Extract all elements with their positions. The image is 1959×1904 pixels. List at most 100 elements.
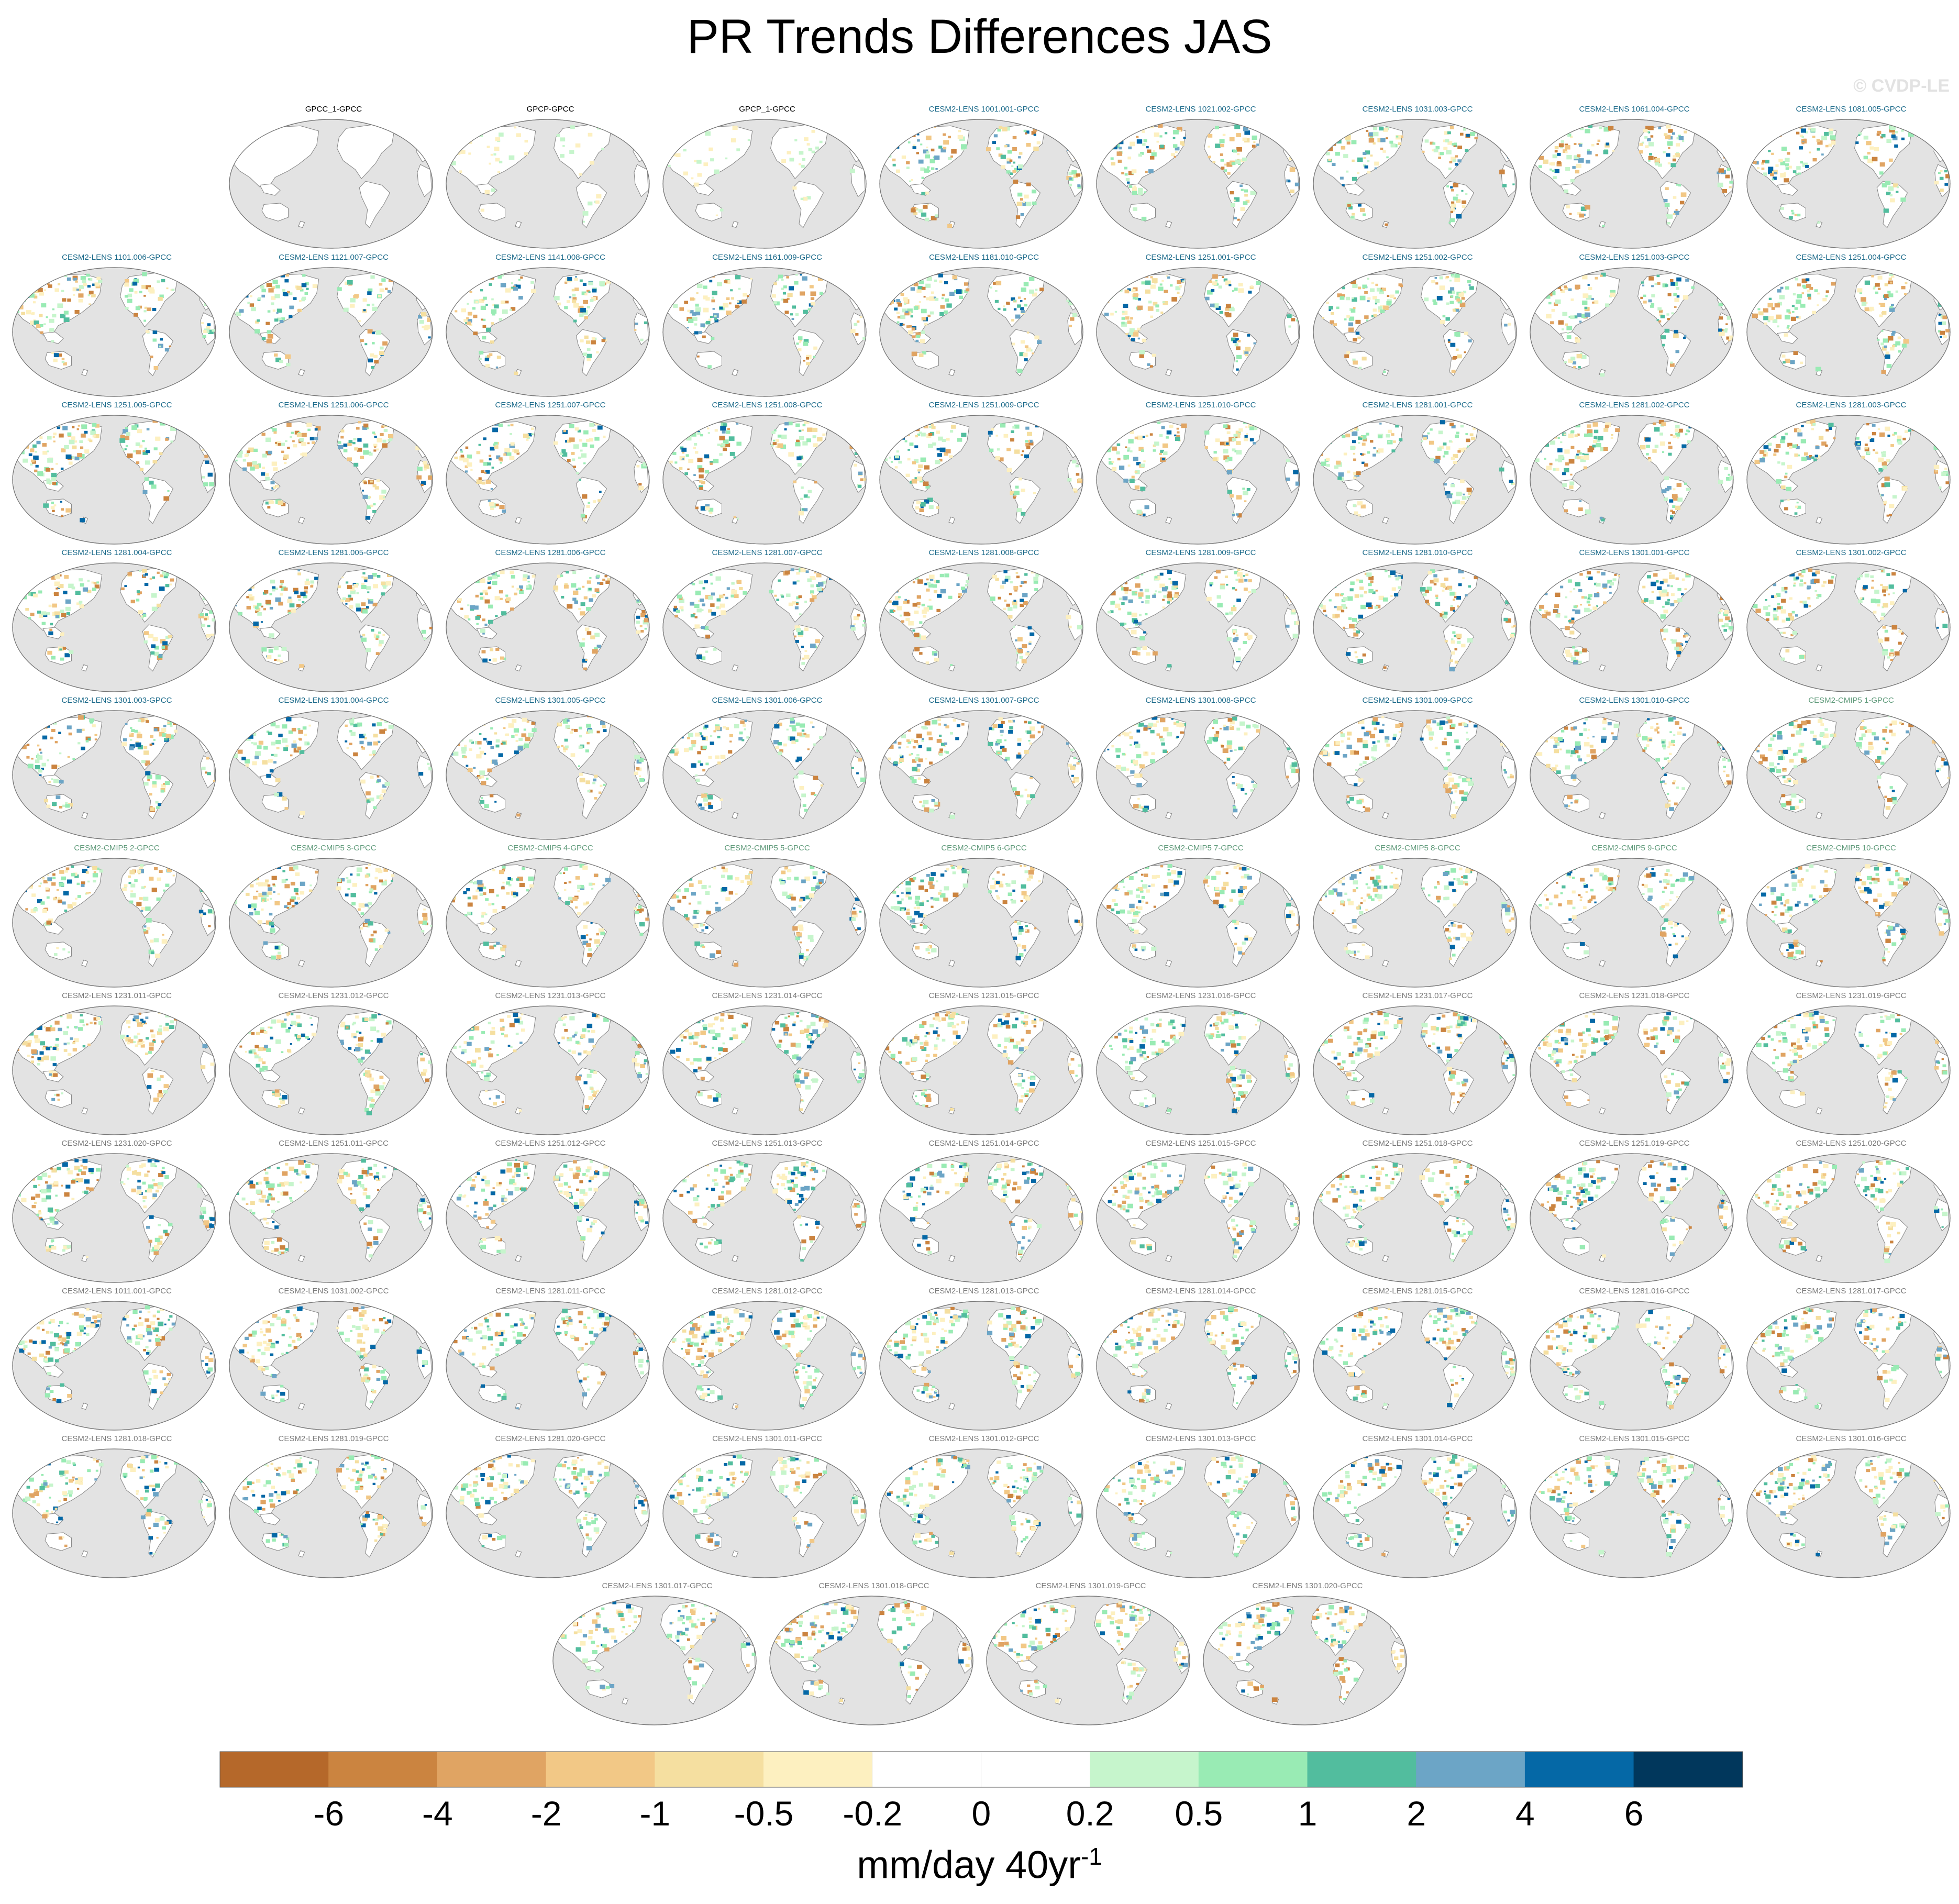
land-layer	[663, 566, 866, 672]
trend-cell	[514, 126, 517, 129]
trend-cell	[1451, 273, 1455, 277]
trend-cell	[710, 158, 714, 162]
trend-cell	[862, 337, 866, 340]
panel-label: CESM2-LENS 1161.009-GPCC	[712, 253, 822, 262]
trend-cell	[916, 335, 921, 338]
trend-cell	[697, 355, 700, 358]
trend-cell	[925, 217, 929, 222]
trend-cell	[124, 436, 130, 440]
trend-cell	[307, 442, 310, 445]
trend-cell	[1539, 585, 1543, 589]
trend-cell	[1235, 430, 1241, 435]
trend-cell	[819, 140, 823, 143]
trend-cell	[1901, 344, 1907, 348]
trend-cell	[918, 209, 923, 213]
trend-cell	[479, 578, 485, 583]
trend-cell	[1434, 459, 1440, 463]
trend-cell	[60, 657, 64, 661]
trend-cell	[926, 204, 929, 206]
trend-cell	[1795, 173, 1798, 175]
trend-cell	[1806, 284, 1811, 288]
trend-cell	[1465, 433, 1468, 436]
trend-cell	[1244, 633, 1248, 636]
trend-cell	[1367, 278, 1369, 280]
trend-cell	[1362, 284, 1367, 289]
trend-cell	[1383, 370, 1386, 373]
trend-cell	[1784, 475, 1788, 479]
trend-cell	[1729, 335, 1733, 340]
trend-cell	[1461, 297, 1465, 300]
trend-cell	[1341, 146, 1346, 150]
trend-cell	[1021, 309, 1025, 313]
trend-cell	[1458, 448, 1464, 452]
trend-cell	[893, 601, 899, 605]
trend-cell	[1025, 202, 1032, 206]
panel-label: CESM2-LENS 1281.001-GPCC	[1362, 401, 1473, 409]
trend-cell	[146, 450, 150, 453]
trend-cell	[799, 339, 802, 341]
trend-cell	[1378, 595, 1384, 600]
trend-cell	[935, 214, 938, 217]
trend-cell	[1391, 449, 1396, 452]
trend-cell	[122, 448, 125, 451]
trend-cell	[499, 590, 503, 594]
trend-cell	[382, 439, 386, 443]
trend-cell	[903, 297, 908, 301]
trend-cell	[1432, 142, 1436, 145]
trend-cell	[788, 422, 793, 426]
trend-cell	[916, 476, 923, 481]
trend-cell	[1205, 296, 1210, 301]
trend-cell	[372, 510, 377, 513]
trend-cell	[269, 593, 272, 595]
trend-cell	[904, 303, 906, 305]
trend-cell	[1552, 170, 1555, 172]
trend-cell	[1325, 458, 1330, 461]
trend-cell	[368, 599, 373, 604]
trend-cell	[46, 478, 50, 482]
trend-cell	[1013, 308, 1017, 311]
trend-cell	[1125, 333, 1128, 335]
trend-cell	[1183, 137, 1186, 139]
trend-cell	[557, 574, 561, 578]
trend-cell	[1230, 494, 1234, 498]
trend-cell	[913, 282, 918, 286]
trend-cell	[708, 609, 712, 613]
trend-cell	[795, 603, 799, 605]
trend-cell	[1143, 460, 1146, 462]
trend-cell	[124, 448, 127, 450]
trend-cell	[579, 173, 582, 176]
trend-cell	[1363, 152, 1367, 155]
trend-cell	[61, 508, 64, 511]
trend-cell	[714, 318, 717, 320]
trend-cell	[1885, 426, 1890, 431]
trend-cell	[1019, 656, 1023, 659]
trend-cell	[924, 582, 927, 585]
trend-cell	[1219, 311, 1223, 314]
trend-cell	[424, 468, 427, 471]
trend-cell	[371, 366, 374, 369]
trend-cell	[500, 571, 503, 574]
trend-cell	[1725, 150, 1730, 153]
trend-cell	[205, 588, 209, 592]
trend-cell	[353, 584, 358, 588]
trend-cell	[703, 626, 709, 630]
trend-cell	[1753, 160, 1757, 164]
trend-cell	[680, 458, 683, 460]
map-border	[229, 267, 433, 397]
trend-cell	[998, 457, 1004, 462]
trend-cell	[68, 435, 71, 437]
trend-cell	[482, 633, 485, 635]
trend-cell	[1073, 174, 1078, 178]
trend-cell	[1799, 146, 1803, 150]
trend-cell	[1678, 184, 1681, 187]
trend-cell	[1249, 286, 1254, 290]
trend-cell	[370, 353, 374, 357]
trend-cell	[163, 572, 169, 577]
trend-cell	[1357, 336, 1361, 339]
trend-cell	[1864, 446, 1868, 450]
trend-cell	[1364, 591, 1367, 594]
trend-cell	[1939, 486, 1942, 489]
trend-cell	[1570, 473, 1573, 475]
trend-cell	[564, 584, 569, 589]
trend-cell	[360, 635, 363, 638]
